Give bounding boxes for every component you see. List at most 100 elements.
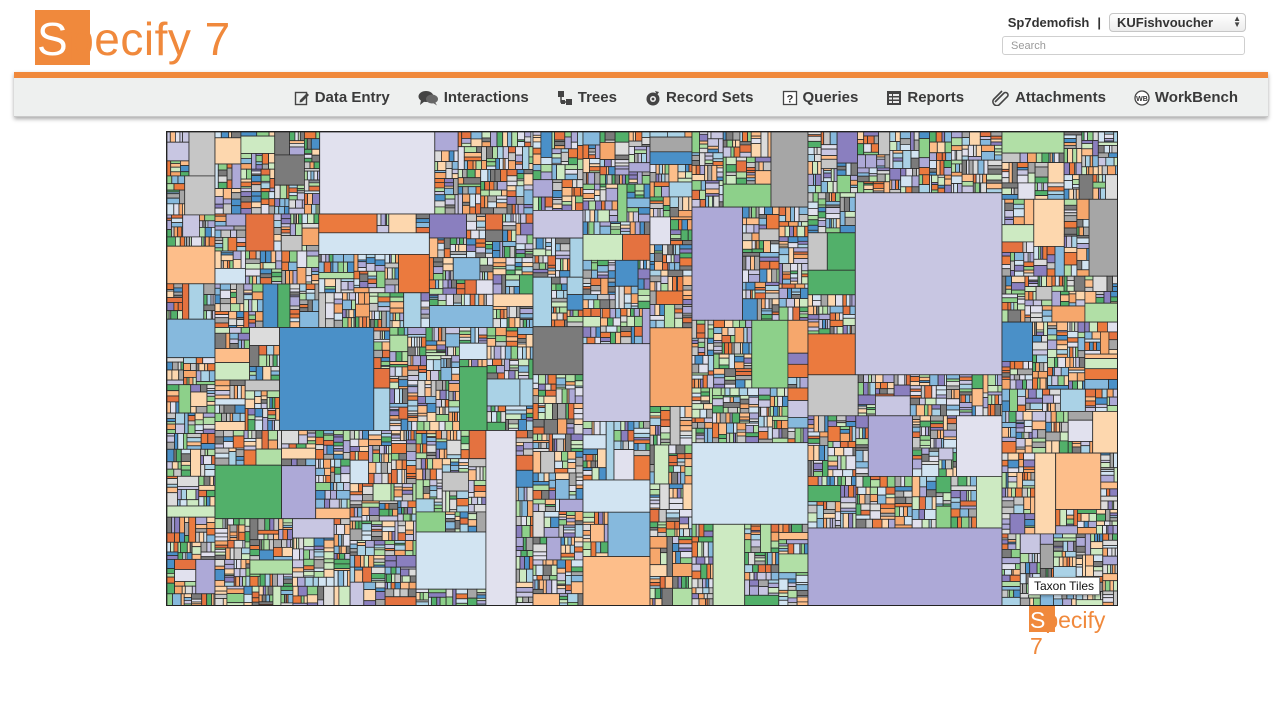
taxon-tile[interactable] [716,171,724,178]
taxon-tile[interactable] [469,293,476,307]
taxon-tile[interactable] [259,273,273,279]
taxon-tile[interactable] [540,132,553,158]
taxon-tile[interactable] [582,467,593,472]
taxon-tile[interactable] [268,539,274,551]
taxon-tile[interactable] [1085,396,1097,402]
taxon-tile[interactable] [529,346,534,360]
taxon-tile[interactable] [214,287,221,296]
taxon-tile[interactable] [919,382,931,387]
taxon-tile[interactable] [814,153,822,162]
taxon-tile[interactable] [318,254,322,263]
taxon-tile[interactable] [538,579,544,590]
taxon-tile[interactable] [688,164,693,173]
taxon-tile[interactable] [817,192,827,200]
taxon-tile[interactable] [231,132,242,139]
taxon-tile[interactable] [214,554,227,561]
taxon-tile[interactable] [480,181,486,191]
taxon-tile[interactable] [542,255,549,264]
taxon-tile[interactable] [247,430,253,439]
taxon-tile[interactable] [167,160,172,177]
taxon-tile[interactable] [466,251,477,259]
taxon-tile[interactable] [660,438,671,444]
taxon-tile[interactable] [567,148,578,159]
taxon-tile[interactable] [456,430,462,441]
taxon-tile[interactable] [677,196,684,211]
taxon-tile[interactable] [320,254,327,263]
taxon-tile[interactable] [696,319,706,325]
taxon-tile[interactable] [444,198,456,206]
taxon-tile[interactable] [527,500,534,517]
taxon-tile[interactable] [1018,458,1024,468]
taxon-tile[interactable] [767,552,773,566]
taxon-tile[interactable] [459,511,469,519]
taxon-tile[interactable] [241,553,251,561]
taxon-tile[interactable] [445,333,460,348]
taxon-tile[interactable] [167,461,173,470]
taxon-tile[interactable] [555,270,561,278]
taxon-tile[interactable] [756,298,762,321]
taxon-tile[interactable] [173,291,183,296]
taxon-tile[interactable] [560,556,575,561]
taxon-tile[interactable] [1023,272,1035,277]
taxon-tile[interactable] [509,367,519,372]
taxon-tile[interactable] [401,469,406,485]
taxon-tile[interactable] [485,430,517,607]
taxon-tile[interactable] [260,390,268,397]
taxon-tile[interactable] [432,458,443,470]
taxon-tile[interactable] [745,224,755,234]
taxon-tile[interactable] [509,360,519,366]
taxon-tile[interactable] [630,285,639,295]
taxon-tile[interactable] [1076,248,1088,261]
taxon-tile[interactable] [1066,235,1073,248]
taxon-tile[interactable] [315,430,325,438]
taxon-tile[interactable] [380,436,392,443]
taxon-tile[interactable] [490,132,498,148]
taxon-tile[interactable] [807,415,815,420]
taxon-tile[interactable] [224,576,235,583]
taxon-tile[interactable] [607,259,616,264]
taxon-tile[interactable] [1041,315,1053,323]
taxon-tile[interactable] [442,279,449,289]
taxon-tile[interactable] [515,581,534,588]
taxon-tile[interactable] [627,429,635,442]
taxon-tile[interactable] [566,276,584,295]
taxon-tile[interactable] [519,274,534,295]
taxon-tile[interactable] [816,146,822,155]
taxon-tile[interactable] [1096,509,1106,515]
taxon-tile[interactable] [787,384,798,389]
taxon-tile[interactable] [368,461,377,474]
taxon-tile[interactable] [437,239,445,244]
taxon-tile[interactable] [461,132,472,139]
taxon-tile[interactable] [478,229,486,240]
taxon-tile[interactable] [907,506,913,517]
taxon-tile[interactable] [548,472,556,481]
taxon-tile[interactable] [868,167,878,175]
taxon-tile[interactable] [696,332,706,339]
taxon-tile[interactable] [771,298,780,306]
taxon-tile[interactable] [251,585,260,593]
taxon-tile[interactable] [349,554,356,568]
taxon-tile[interactable] [1061,550,1066,558]
taxon-tile[interactable] [735,171,747,179]
taxon-tile[interactable] [167,302,175,312]
taxon-tile[interactable] [236,319,245,326]
taxon-tile[interactable] [305,275,313,283]
taxon-tile[interactable] [1032,377,1038,390]
taxon-tile[interactable] [365,262,376,272]
taxon-tile[interactable] [695,434,705,440]
taxon-tile[interactable] [214,314,230,319]
taxon-tile[interactable] [634,153,639,164]
taxon-tile[interactable] [377,301,391,307]
taxon-tile[interactable] [507,146,516,154]
taxon-tile[interactable] [523,207,534,215]
taxon-tile[interactable] [633,420,640,429]
taxon-tile[interactable] [243,445,257,451]
taxon-tile[interactable] [823,132,831,146]
taxon-tile[interactable] [457,186,464,195]
taxon-tile[interactable] [342,261,348,273]
taxon-tile[interactable] [177,461,182,470]
taxon-tile[interactable] [486,146,494,159]
taxon-tile[interactable] [214,421,246,431]
taxon-tile[interactable] [876,170,891,175]
taxon-tile[interactable] [956,415,1003,477]
